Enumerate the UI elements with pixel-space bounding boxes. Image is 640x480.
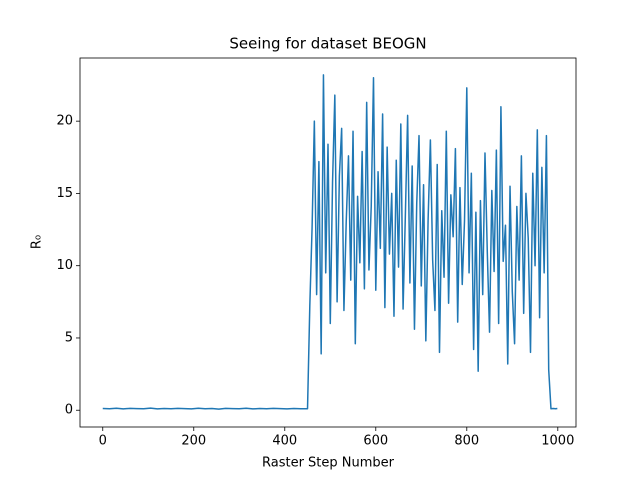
data-line (102, 74, 558, 410)
x-tick-label: 400 (272, 434, 297, 449)
y-tick-label: 20 (56, 114, 73, 129)
y-tick-label: 15 (56, 186, 73, 201)
plot-frame (79, 57, 577, 428)
x-tick-label: 800 (454, 434, 479, 449)
y-tick-label: 0 (65, 403, 73, 418)
x-tick-label: 1000 (541, 434, 574, 449)
x-tick-label: 600 (363, 434, 388, 449)
y-tick-label: 10 (56, 258, 73, 273)
x-tick-label: 200 (181, 434, 206, 449)
y-axis-label: R₀ (30, 235, 45, 249)
y-tick-label: 5 (65, 330, 73, 345)
chart-title: Seeing for dataset BEOGN (229, 35, 426, 53)
x-tick-label: 0 (99, 434, 107, 449)
x-axis-label: Raster Step Number (262, 456, 395, 471)
